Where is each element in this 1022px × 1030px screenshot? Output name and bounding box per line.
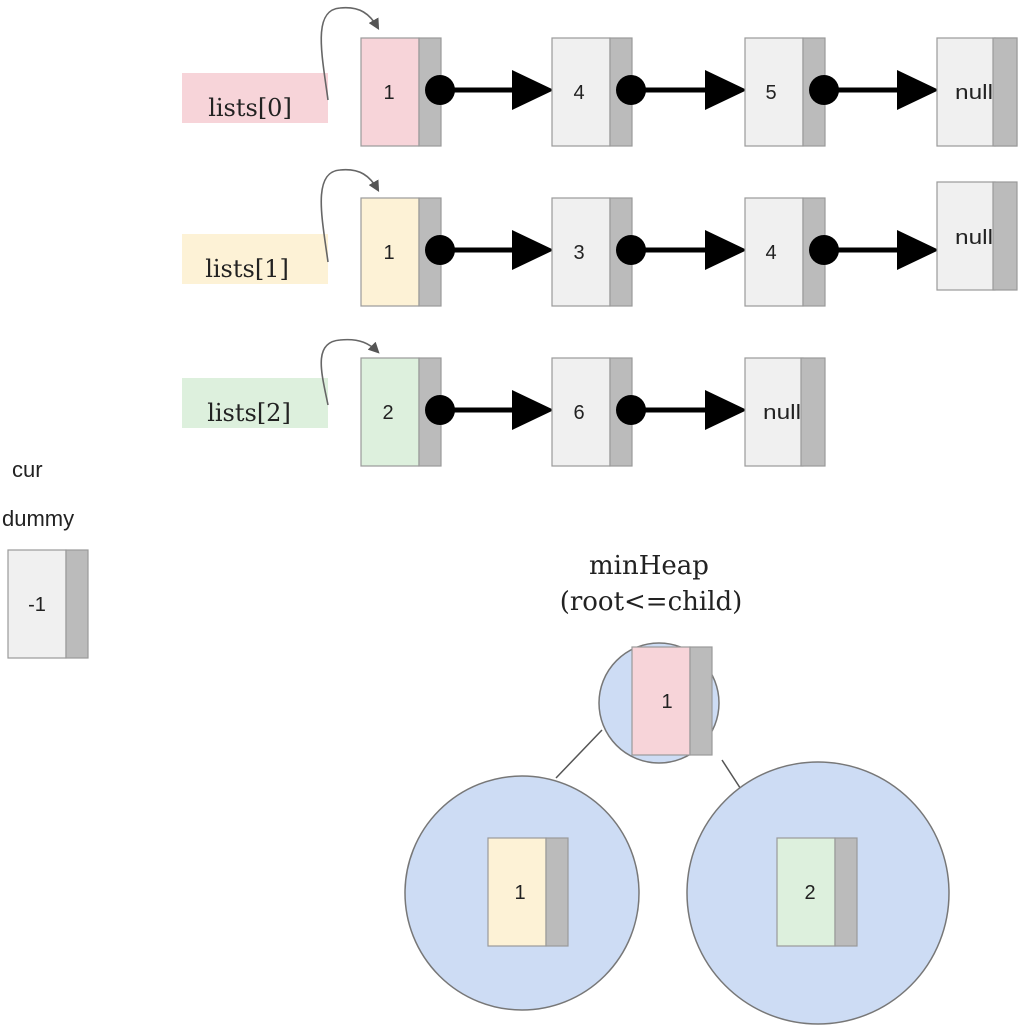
node-body <box>487 837 547 947</box>
node-body <box>936 37 996 147</box>
head-curve-arrow-0 <box>320 6 380 101</box>
node-body <box>360 357 420 467</box>
node-body <box>7 549 67 659</box>
list-tail-null-1: null <box>936 181 1018 291</box>
min-heap: minHeap (root<=child) 1 1 2 <box>404 551 950 1025</box>
pointer-arrowhead <box>705 230 747 270</box>
node-body <box>744 37 804 147</box>
node-value: 4 <box>765 242 776 264</box>
heap-right-node: 2 <box>776 837 858 947</box>
node-next-tab <box>545 837 569 947</box>
node-next-tab <box>992 181 1018 291</box>
node-value: 4 <box>573 82 584 104</box>
head-curve-arrow-2 <box>320 338 380 406</box>
node-body <box>776 837 836 947</box>
pointer-arrowhead <box>512 390 554 430</box>
node-value: 2 <box>804 882 815 904</box>
node-body <box>936 181 996 291</box>
pointer-dot <box>425 75 455 105</box>
list-node-head-1: 1 <box>360 197 442 307</box>
node-body <box>551 37 611 147</box>
node-next-tab <box>689 646 713 756</box>
pointer-dot <box>616 395 646 425</box>
list-label-0: lists[0] <box>208 94 292 122</box>
list-label-bg-2 <box>182 378 328 428</box>
dummy-value: -1 <box>28 594 46 616</box>
heap-title: minHeap <box>589 551 709 581</box>
pointer-arrowhead <box>897 230 939 270</box>
pointer-dot <box>616 75 646 105</box>
list-node-head-2: 2 <box>360 357 442 467</box>
node-value: 6 <box>573 402 584 424</box>
node-value: 1 <box>514 882 525 904</box>
pointer-dot <box>425 235 455 265</box>
list-tail-null-0: null <box>936 37 1018 147</box>
list-row-1: lists[1] 1 3 4 null <box>182 168 1018 307</box>
pointer-arrowhead <box>705 70 747 110</box>
heap-subtitle: (root<=child) <box>560 587 743 617</box>
heap-left-node: 1 <box>487 837 569 947</box>
heap-edge-left <box>555 729 603 779</box>
null-value: null <box>955 227 993 249</box>
pointer-dot <box>809 235 839 265</box>
pointer-dot <box>616 235 646 265</box>
node-value: 1 <box>661 691 672 713</box>
node-body <box>360 37 420 147</box>
heap-root-node: 1 <box>631 646 713 756</box>
node-body <box>551 357 611 467</box>
pointer-arrowhead <box>705 390 747 430</box>
dummy-node: -1 <box>7 549 89 659</box>
pointer-arrowhead <box>897 70 939 110</box>
list-row-0: lists[0] 1 4 5 null <box>182 6 1018 147</box>
list-tail-null-2: null <box>744 357 826 467</box>
dummy-label: dummy <box>2 506 74 531</box>
head-curve-arrow-1 <box>320 168 380 263</box>
node-body <box>631 646 691 756</box>
node-body <box>744 357 804 467</box>
list-label-1: lists[1] <box>205 255 289 283</box>
list-node-1-2: 4 <box>744 197 826 307</box>
pointer-arrowhead <box>512 230 554 270</box>
node-value: 1 <box>383 82 394 104</box>
pointer-dot <box>809 75 839 105</box>
list-node-0-2: 5 <box>744 37 826 147</box>
list-label-2: lists[2] <box>207 399 291 427</box>
pointer-arrowhead <box>512 70 554 110</box>
node-next-tab <box>800 357 826 467</box>
node-next-tab <box>834 837 858 947</box>
node-next-tab <box>65 549 89 659</box>
node-value: 2 <box>382 402 393 424</box>
list-node-0-1: 4 <box>551 37 633 147</box>
list-label-bg-0 <box>182 73 328 123</box>
node-value: 3 <box>573 242 584 264</box>
pointer-dot <box>425 395 455 425</box>
null-value: null <box>955 82 993 104</box>
node-body <box>744 197 804 307</box>
node-value: 1 <box>383 242 394 264</box>
list-label-bg-1 <box>182 234 328 284</box>
node-body <box>360 197 420 307</box>
node-value: 5 <box>765 82 776 104</box>
cur-label: cur <box>12 457 43 482</box>
null-value: null <box>763 402 801 424</box>
list-row-2: lists[2] 2 6 null <box>182 338 826 467</box>
